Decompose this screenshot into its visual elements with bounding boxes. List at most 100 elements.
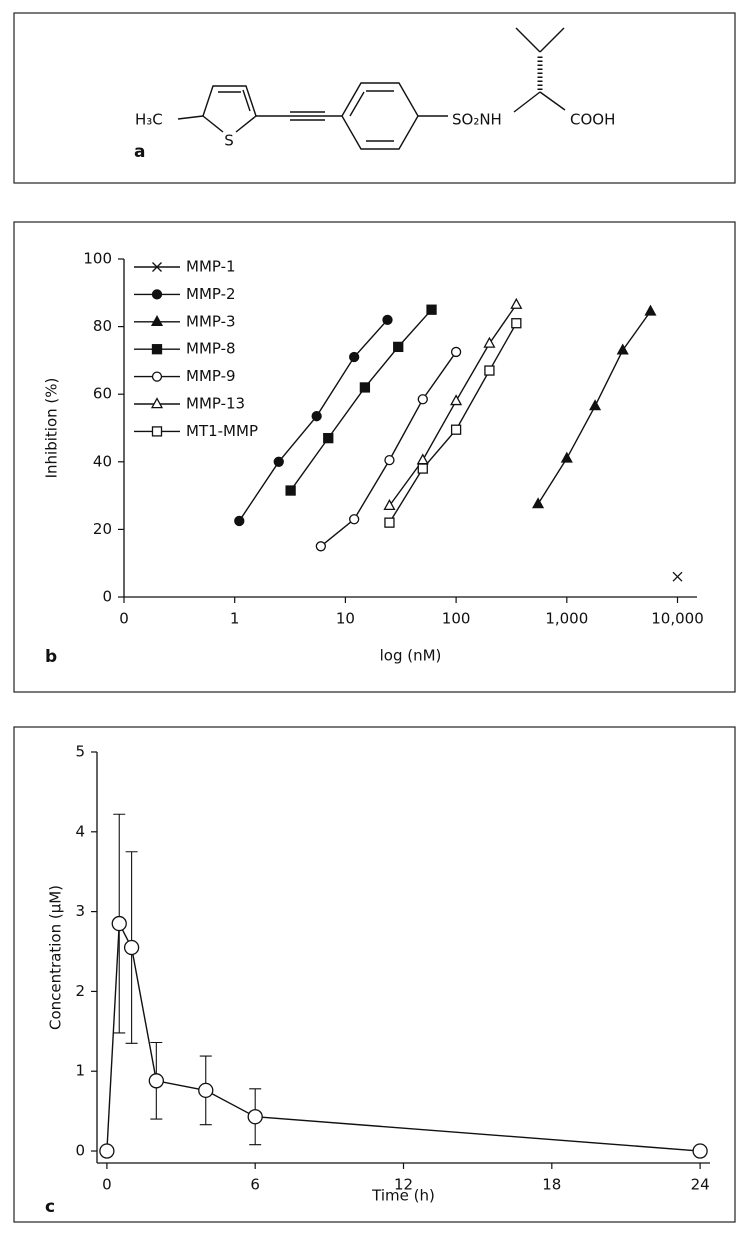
marker [151, 289, 163, 300]
series-line [290, 309, 433, 491]
marker [417, 394, 428, 405]
ring [341, 82, 419, 150]
legend-label: MMP-8 [186, 340, 236, 358]
bond [202, 115, 224, 133]
x-tick-label: 24 [691, 1176, 710, 1194]
y-tick-label: 5 [75, 743, 85, 761]
series-line [106, 920, 701, 1152]
atom-label: SO₂NH [452, 111, 502, 129]
marker [359, 382, 371, 393]
marker [273, 456, 284, 467]
x-tick-label: 0 [102, 1176, 112, 1194]
marker [450, 394, 463, 406]
marker [383, 498, 396, 510]
marker [560, 451, 573, 463]
y-tick-label: 3 [75, 902, 85, 920]
marker [483, 336, 496, 348]
y-tick-label: 0 [75, 1142, 85, 1160]
marker [148, 1073, 164, 1089]
atom-label: S [224, 132, 234, 150]
marker [382, 314, 393, 325]
y-axis-label: Concentration (µM) [47, 885, 65, 1030]
marker [510, 297, 523, 309]
marker [151, 371, 163, 382]
x-axis-label: log (nM) [380, 647, 442, 665]
bond [539, 27, 565, 53]
y-tick-label: 40 [93, 452, 112, 470]
marker [349, 351, 360, 363]
marker [692, 1143, 708, 1159]
y-tick-label: 100 [83, 250, 112, 268]
y-tick-label: 20 [93, 520, 112, 538]
x-tick-label: 6 [250, 1176, 260, 1194]
marker [616, 343, 629, 355]
legend-label: MMP-2 [186, 285, 236, 303]
marker [234, 515, 245, 527]
marker [484, 365, 495, 376]
bond [202, 85, 257, 117]
marker [151, 426, 163, 437]
x-tick-label: 12 [394, 1176, 413, 1194]
series-line [320, 351, 457, 547]
marker [315, 541, 326, 552]
y-tick-label: 60 [93, 385, 112, 403]
marker [416, 453, 429, 465]
x-tick-label: 10 [336, 610, 355, 628]
marker [589, 399, 602, 411]
bond [242, 89, 251, 112]
marker [198, 1082, 214, 1099]
bond [539, 91, 566, 111]
panel-label: b [45, 647, 57, 667]
marker [450, 424, 462, 435]
structure: H₃C S SO₂NH COOH a [134, 27, 615, 162]
x-tick-label: 1 [230, 610, 240, 628]
marker [417, 463, 428, 474]
marker [150, 315, 164, 327]
marker [152, 262, 162, 272]
legend-label: MMP-1 [186, 258, 236, 276]
panel-frame [13, 221, 736, 693]
marker [450, 346, 462, 358]
marker [123, 939, 140, 956]
bond [513, 91, 541, 113]
atom-label: H₃C [135, 111, 163, 129]
panel-frame [13, 726, 736, 1223]
marker [426, 304, 437, 315]
marker [384, 454, 395, 466]
series-line [238, 319, 389, 522]
atom-label: COOH [570, 111, 615, 129]
legend-label: MT1-MMP [186, 422, 258, 440]
x-tick-label: 10,000 [651, 610, 704, 628]
bond [235, 115, 257, 133]
marker [349, 514, 360, 525]
panel-label: c [45, 1197, 55, 1217]
y-tick-label: 1 [75, 1062, 85, 1080]
panel-frame [13, 12, 736, 184]
y-tick-label: 2 [75, 982, 85, 1000]
marker [511, 318, 522, 329]
marker [311, 411, 322, 422]
bond [177, 115, 204, 120]
x-tick-label: 1,000 [545, 610, 588, 628]
x-tick-label: 100 [442, 610, 471, 628]
bond [515, 27, 541, 53]
marker [285, 485, 296, 496]
y-tick-label: 4 [75, 822, 85, 840]
marker [644, 304, 657, 316]
marker [532, 497, 545, 509]
marker [393, 341, 404, 353]
legend-label: MMP-13 [186, 395, 245, 413]
y-tick-label: 80 [93, 317, 112, 335]
marker [111, 915, 127, 932]
panel-label: a [134, 142, 145, 162]
marker [150, 397, 164, 409]
marker [323, 432, 334, 444]
marker [247, 1109, 263, 1125]
marker [151, 344, 163, 355]
bond [349, 91, 365, 117]
marker [99, 1143, 115, 1159]
x-axis-label: Time (h) [371, 1187, 435, 1205]
legend-label: MMP-3 [186, 312, 236, 330]
